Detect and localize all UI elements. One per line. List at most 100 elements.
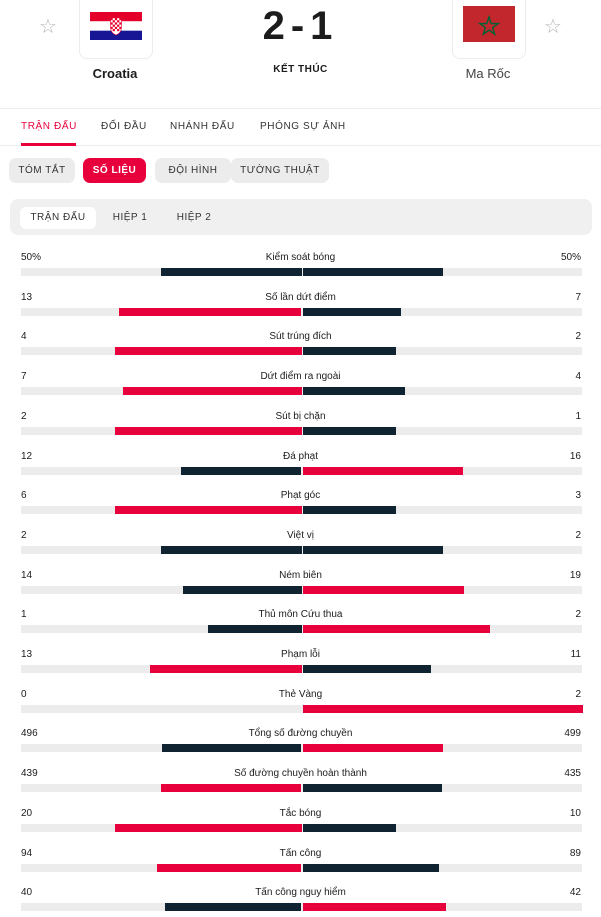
stat-row: 13 Phạm lỗi 11 <box>0 643 601 679</box>
stat-row: 50% Kiểm soát bóng 50% <box>0 246 601 282</box>
stat-home-value: 0 <box>21 688 27 700</box>
stat-row: 4 Sút trúng đích 2 <box>0 325 601 361</box>
stat-track <box>21 545 582 554</box>
match-score: 2-1 <box>262 4 339 48</box>
stat-label: Tấn công nguy hiểm <box>255 887 346 899</box>
stat-label: Ném biên <box>279 569 322 581</box>
tab-tran-dau[interactable]: TRẬN ĐẤU <box>21 121 77 132</box>
stat-away-bar <box>302 387 405 396</box>
stat-label: Tổng số đường chuyền <box>248 728 353 740</box>
stat-away-value: 89 <box>569 847 581 859</box>
stat-row: 439 Số đường chuyền hoàn thành 435 <box>0 762 601 798</box>
stat-away-value: 19 <box>569 569 581 581</box>
stat-home-bar <box>208 625 302 634</box>
main-tabs: TRẬN ĐẤU ĐỐI ĐẦU NHÁNH ĐẤU PHÓNG SỰ ẢNH <box>0 109 601 146</box>
stat-home-bar <box>161 545 302 554</box>
stat-home-bar <box>114 506 302 515</box>
stat-label: Việt vị <box>286 529 315 541</box>
stat-track <box>21 823 582 832</box>
stat-home-value: 2 <box>21 410 27 422</box>
stat-label: Số đường chuyền hoàn thành <box>234 768 367 780</box>
stat-home-value: 1 <box>21 609 27 621</box>
subtab-doi-hinh[interactable]: ĐỘI HÌNH <box>155 158 231 183</box>
stat-away-bar <box>302 704 583 713</box>
away-team-name[interactable]: Ma Rốc <box>465 66 511 81</box>
stat-home-value: 13 <box>21 291 33 303</box>
stat-track <box>21 347 582 356</box>
stat-track <box>21 625 582 634</box>
home-team-name[interactable]: Croatia <box>92 66 138 81</box>
stat-label: Sút bị chặn <box>275 410 326 422</box>
stat-home-bar <box>123 387 302 396</box>
stat-row: 6 Phạt góc 3 <box>0 484 601 520</box>
stat-track <box>21 466 582 475</box>
subtab-tom-tat[interactable]: TÓM TẮT <box>9 158 75 183</box>
stat-label: Số lần dứt điểm <box>265 291 336 303</box>
stat-away-bar <box>302 823 396 832</box>
period-hiep-2[interactable]: HIỆP 2 <box>176 212 212 223</box>
stat-away-bar <box>302 268 443 276</box>
stat-row: 20 Tắc bóng 10 <box>0 802 601 838</box>
stat-track <box>21 863 582 872</box>
stat-home-bar <box>114 823 302 832</box>
away-team-flag-box[interactable] <box>452 0 526 59</box>
stat-row: 40 Tấn công nguy hiểm 42 <box>0 881 601 917</box>
subtab-so-lieu[interactable]: SỐ LIỆU <box>83 158 146 183</box>
stat-track <box>21 704 583 713</box>
stat-label: Phạm lỗi <box>281 649 320 660</box>
stat-away-bar <box>302 863 439 872</box>
stat-track <box>21 784 582 793</box>
stat-home-bar <box>181 466 302 475</box>
stat-row: 2 Việt vị 2 <box>0 524 601 560</box>
stat-away-value: 10 <box>569 807 581 819</box>
tab-nhanh-dau[interactable]: NHÁNH ĐẤU <box>170 121 235 132</box>
tab-phong-su-anh[interactable]: PHÓNG SỰ ẢNH <box>260 121 346 132</box>
morocco-flag-icon <box>463 6 515 42</box>
stat-row: 0 Thẻ Vàng 2 <box>0 683 601 719</box>
stat-away-value: 499 <box>564 728 581 740</box>
stat-away-bar <box>302 744 444 753</box>
stat-track <box>21 387 582 396</box>
stat-away-bar <box>302 903 447 912</box>
favorite-home-star-icon[interactable]: ☆ <box>39 16 57 38</box>
croatia-flag-icon <box>90 12 142 40</box>
stat-away-bar <box>302 466 463 475</box>
subtab-tuong-thuat[interactable]: TƯỜNG THUẬT <box>231 158 329 183</box>
stat-home-value: 94 <box>21 847 33 859</box>
stat-home-value: 2 <box>21 529 27 541</box>
stat-track <box>21 665 582 673</box>
favorite-away-star-icon[interactable]: ☆ <box>544 16 562 38</box>
tab-doi-dau[interactable]: ĐỐI ĐẦU <box>101 121 147 132</box>
stat-track <box>21 585 582 594</box>
match-status: KẾT THÚC <box>273 64 328 75</box>
stat-track <box>21 903 582 912</box>
home-team-flag-box[interactable] <box>79 0 153 59</box>
stat-row: 496 Tổng số đường chuyền 499 <box>0 722 601 758</box>
stat-away-bar <box>302 347 396 356</box>
stat-away-value: 50% <box>560 252 581 263</box>
stat-home-value: 439 <box>21 768 38 780</box>
stat-row: 1 Thủ môn Cứu thua 2 <box>0 603 601 639</box>
stat-home-value: 4 <box>21 331 27 343</box>
stat-track <box>21 506 582 515</box>
stat-home-bar <box>164 903 302 912</box>
match-header: ☆ Croatia 2-1 KẾT THÚC Ma Rốc ☆ <box>0 0 601 109</box>
stat-home-bar <box>182 585 302 594</box>
stat-away-value: 1 <box>575 410 581 422</box>
stat-label: Đá phạt <box>282 450 319 462</box>
stat-track <box>21 426 582 435</box>
stat-row: 13 Số lần dứt điểm 7 <box>0 286 601 322</box>
stat-away-bar <box>302 625 490 634</box>
stat-away-value: 2 <box>575 529 581 541</box>
stat-home-value: 7 <box>21 371 27 383</box>
stat-label: Kiểm soát bóng <box>265 252 336 263</box>
period-hiep-1[interactable]: HIỆP 1 <box>112 212 148 223</box>
stat-home-bar <box>160 784 302 793</box>
stat-away-value: 11 <box>570 649 581 660</box>
stat-away-value: 3 <box>575 490 581 502</box>
period-tran-dau[interactable]: TRẬN ĐẤU <box>20 207 96 229</box>
stat-label: Sút trúng đích <box>269 331 332 343</box>
period-selector: TRẬN ĐẤU HIỆP 1 HIỆP 2 <box>10 199 592 235</box>
stat-away-value: 42 <box>569 887 581 899</box>
active-tab-indicator <box>21 143 76 146</box>
